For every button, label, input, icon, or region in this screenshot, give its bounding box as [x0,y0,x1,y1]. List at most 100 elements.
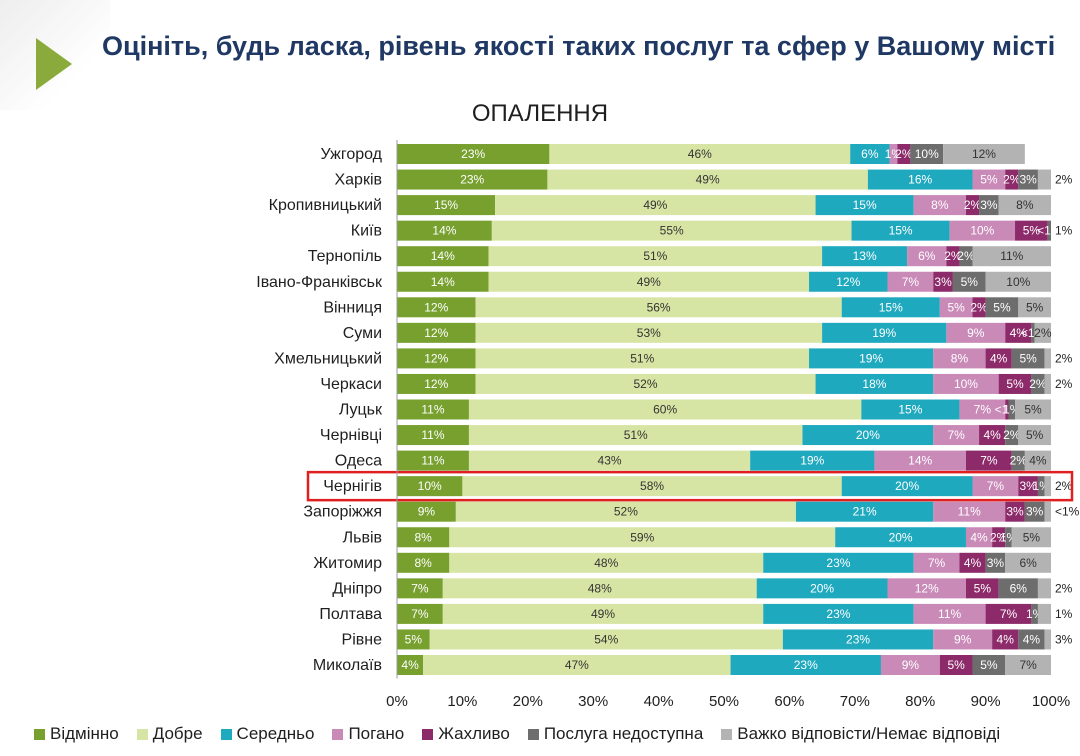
page-title: Оцініть, будь ласка, рівень якості таких… [102,31,1056,61]
bar-segment [933,501,1006,522]
bar-segment [985,348,1012,369]
city-label: Черкаси [320,376,382,393]
bar-segment [998,195,1051,216]
city-label: Рівне [342,631,383,648]
bar-segment [959,399,1006,420]
data-label: 5% [1023,530,1041,544]
data-label: 8% [931,198,949,212]
chart-legend: Відмінно Добре Середньо Погано Жахливо Послуг… [34,724,1018,744]
data-label: 5% [961,275,979,289]
bar-segment [468,425,803,446]
highlight-frame [306,470,1074,502]
bar-segment [730,655,881,675]
bar-segment [491,220,852,241]
x-tick-label: 0% [386,693,408,710]
data-label: 2% [1034,326,1052,340]
bar-segment [1024,501,1045,522]
data-label: 2% [957,249,975,263]
data-label: 4% [970,530,988,544]
bar-segment [959,246,973,267]
data-label: 12% [915,581,939,595]
data-label: 12% [836,275,860,289]
bar-segment [442,578,757,599]
data-label: 49% [637,275,661,289]
bar-segment [442,603,764,624]
data-label: 49% [696,173,720,187]
data-label: 8% [414,530,432,544]
bar-segment [549,144,851,164]
data-label: 7% [411,607,429,621]
data-label: 2% [1055,479,1073,493]
bar-segment [887,271,934,292]
bar-segment [397,476,463,497]
bar-segment [850,144,890,164]
data-label: 49% [643,198,667,212]
bar-segment [1011,450,1025,471]
data-label: 5% [1024,403,1042,417]
data-label: 13% [853,249,877,263]
data-label: 6% [861,147,879,161]
data-label: 12% [424,326,448,340]
x-tick-label: 30% [578,693,608,710]
x-tick-label: 50% [709,693,739,710]
bar-segment [1018,169,1038,190]
chart-subtitle: ОПАЛЕННЯ [471,100,609,127]
data-label: 2% [1003,173,1021,187]
bar-segment [488,246,823,267]
legend-item: Добре [136,724,203,744]
x-tick-label: 10% [447,693,477,710]
bar-segment [972,476,1019,497]
bar-segment [985,271,1051,292]
bar-segment [397,629,430,650]
bar-segment [488,271,810,292]
data-label: 5% [1026,428,1044,442]
data-label: 5% [1019,351,1037,365]
x-tick-label: 100% [1032,693,1070,710]
data-label: 10% [915,147,939,161]
bar-segment [423,655,731,675]
data-label: 51% [643,249,667,263]
legend-label: Добре [152,724,203,743]
bar-segment [933,629,993,650]
x-tick-label: 40% [644,693,674,710]
bar-segment [397,450,469,471]
bar-segment [1044,629,1051,650]
data-label: 11% [938,607,961,621]
bar-segment [972,655,1006,675]
bar-segment [913,195,966,216]
data-label: 14% [432,224,456,238]
data-label: 20% [895,479,919,493]
legend-swatch [527,728,539,740]
bar-segment [939,297,973,318]
bar-segment [998,373,1032,394]
city-label: Київ [351,223,382,240]
data-label: 12% [424,377,448,391]
bar-segment [1034,322,1051,343]
bar-segment [397,425,469,446]
data-label: 5% [1023,224,1041,238]
bar-segment [933,373,999,394]
bar-segment [949,220,1016,241]
data-label: 21% [853,505,877,519]
data-label: <1% [1055,505,1080,519]
data-label: 54% [594,632,618,646]
data-label: 7% [1000,607,1018,621]
data-label: 14% [908,454,932,468]
data-label: 47% [565,658,589,672]
bar-segment [397,169,548,190]
data-label: 15% [879,300,903,314]
data-label: 9% [967,326,985,340]
bar-segment [939,655,973,675]
bar-segment [475,348,810,369]
bar-segment [965,195,980,216]
data-label: 5% [1006,377,1024,391]
city-label: Івано-Франківськ [256,274,383,291]
bar-segment [998,578,1038,599]
data-label: 46% [688,147,712,161]
data-label: 23% [826,556,850,570]
bar-segment [1018,476,1038,497]
data-label: 5% [993,300,1011,314]
data-label: 23% [460,173,484,187]
city-label: Луцьк [339,402,383,419]
data-label: 3% [1006,505,1024,519]
